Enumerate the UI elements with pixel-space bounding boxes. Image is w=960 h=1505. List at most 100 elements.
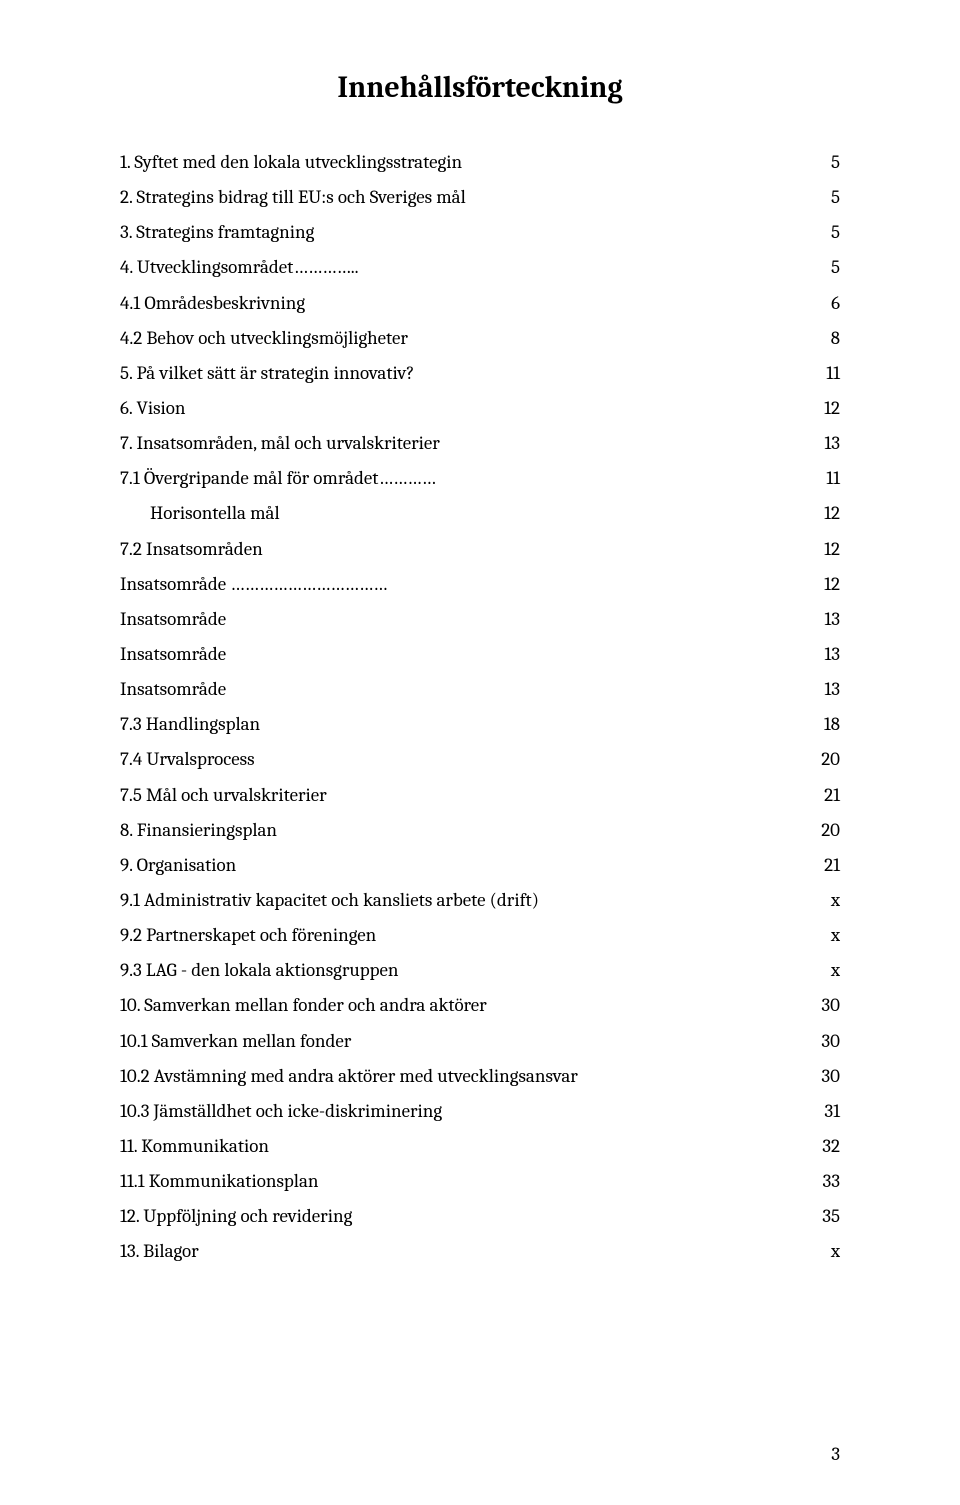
toc-entry: 11. Kommunikation 32	[120, 1129, 840, 1164]
toc-entry: 12. Uppföljning och revidering 35	[120, 1199, 840, 1234]
toc-entry: 4. Utvecklingsområdet………….. 5	[120, 250, 840, 285]
toc-entry-label: Insatsområde ……………………………	[120, 567, 387, 602]
toc-entry-label: 11. Kommunikation	[120, 1129, 269, 1164]
toc-entry-label: 1. Syftet med den lokala utvecklingsstra…	[120, 145, 462, 180]
toc-entry-label: 12. Uppföljning och revidering	[120, 1199, 352, 1234]
toc-entry: 9.1 Administrativ kapacitet och kansliet…	[120, 883, 840, 918]
toc-entry: 1. Syftet med den lokala utvecklingsstra…	[120, 145, 840, 180]
toc-entry: 9. Organisation 21	[120, 848, 840, 883]
toc-entry: 8. Finansieringsplan 20	[120, 813, 840, 848]
toc-entry-page: 5	[827, 145, 840, 180]
toc-entry: 5. På vilket sätt är strategin innovativ…	[120, 356, 840, 391]
toc-entry-page: 20	[817, 742, 840, 777]
toc-entry-page: 30	[817, 1024, 840, 1059]
toc-entry-page: 13	[820, 672, 840, 707]
toc-entry-label: Insatsområde	[120, 672, 226, 707]
toc-entry-page: 12	[820, 532, 840, 567]
toc-entry-page: 32	[818, 1129, 840, 1164]
toc-entry-label: 9.1 Administrativ kapacitet och kansliet…	[120, 883, 539, 918]
toc-entry: 7.5 Mål och urvalskriterier 21	[120, 778, 840, 813]
toc-entry: 3. Strategins framtagning 5	[120, 215, 840, 250]
toc-entry-label: 4.1 Områdesbeskrivning	[120, 286, 305, 321]
toc-entry-page: 13	[820, 602, 840, 637]
toc-entry-page: 21	[820, 778, 840, 813]
toc-entry-page: 33	[818, 1164, 840, 1199]
page-number: 3	[831, 1443, 840, 1465]
toc-entry-page: 12	[820, 496, 840, 531]
toc-entry-label: 4.2 Behov och utvecklingsmöjligheter	[120, 321, 408, 356]
toc-entry-label: 10.2 Avstämning med andra aktörer med ut…	[120, 1059, 578, 1094]
toc-entry-page: 20	[817, 813, 840, 848]
toc-entry-page: 11	[822, 461, 840, 496]
toc-entry-label: 4. Utvecklingsområdet…………..	[120, 250, 359, 285]
toc-entry-page: 11	[822, 356, 840, 391]
toc-entry-label: 9. Organisation	[120, 848, 236, 883]
toc-entry-page: 6	[827, 286, 840, 321]
toc-entry: 10.3 Jämställdhet och icke-diskriminerin…	[120, 1094, 840, 1129]
toc-entry: 9.2 Partnerskapet och föreningen x	[120, 918, 840, 953]
toc-entry: 9.3 LAG - den lokala aktionsgruppen x	[120, 953, 840, 988]
toc-entry-page: x	[827, 1234, 840, 1269]
toc-entry-page: 8	[827, 321, 840, 356]
toc-entry-label: 9.2 Partnerskapet och föreningen	[120, 918, 376, 953]
toc-entry: 10. Samverkan mellan fonder och andra ak…	[120, 988, 840, 1023]
toc-entry-label: 13. Bilagor	[120, 1234, 199, 1269]
toc-entry-label: Insatsområde	[120, 637, 226, 672]
toc-entry: 4.2 Behov och utvecklingsmöjligheter 8	[120, 321, 840, 356]
toc-entry-label: 10. Samverkan mellan fonder och andra ak…	[120, 988, 487, 1023]
page-title: Innehållsförteckning	[120, 70, 840, 105]
toc-entry-label: 9.3 LAG - den lokala aktionsgruppen	[120, 953, 399, 988]
toc-entry-page: 21	[820, 848, 840, 883]
toc-entry: Insatsområde …………………………… 12	[120, 567, 840, 602]
toc-entry: Insatsområde 13	[120, 672, 840, 707]
toc-entry-page: 5	[827, 215, 840, 250]
toc-entry-page: 30	[817, 988, 840, 1023]
toc-entry-label: 5. På vilket sätt är strategin innovativ…	[120, 356, 414, 391]
toc-entry-label: 7.3 Handlingsplan	[120, 707, 260, 742]
toc-entry: 7.4 Urvalsprocess 20	[120, 742, 840, 777]
toc-entry-page: x	[827, 883, 840, 918]
toc-entry-label: 3. Strategins framtagning	[120, 215, 314, 250]
toc-entry: Insatsområde 13	[120, 637, 840, 672]
toc-entry: 4.1 Områdesbeskrivning 6	[120, 286, 840, 321]
toc-entry-label: 7.2 Insatsområden	[120, 532, 263, 567]
toc-entry-label: 7.4 Urvalsprocess	[120, 742, 255, 777]
toc-entry: Insatsområde 13	[120, 602, 840, 637]
toc-entry: 10.1 Samverkan mellan fonder 30	[120, 1024, 840, 1059]
toc-entry: 7.3 Handlingsplan 18	[120, 707, 840, 742]
toc-entry-page: 5	[827, 180, 840, 215]
toc-entry: Horisontella mål 12	[120, 496, 840, 531]
toc-entry: 7. Insatsområden, mål och urvalskriterie…	[120, 426, 840, 461]
toc-entry-page: 12	[820, 567, 840, 602]
toc-entry-label: 11.1 Kommunikationsplan	[120, 1164, 318, 1199]
toc-entry-label: 2. Strategins bidrag till EU:s och Sveri…	[120, 180, 466, 215]
toc-entry: 11.1 Kommunikationsplan 33	[120, 1164, 840, 1199]
document-page: Innehållsförteckning 1. Syftet med den l…	[0, 0, 960, 1505]
toc-entry-page: 5	[827, 250, 840, 285]
toc-entry-page: 13	[820, 426, 840, 461]
toc-entry-label: Insatsområde	[120, 602, 226, 637]
toc-entry-page: 30	[817, 1059, 840, 1094]
toc-entry-label: 8. Finansieringsplan	[120, 813, 277, 848]
toc-entry: 2. Strategins bidrag till EU:s och Sveri…	[120, 180, 840, 215]
toc-entry-label: 10.3 Jämställdhet och icke-diskriminerin…	[120, 1094, 442, 1129]
toc-entry-label: 10.1 Samverkan mellan fonder	[120, 1024, 351, 1059]
toc-entry-page: 12	[820, 391, 840, 426]
toc-entry-page: 13	[820, 637, 840, 672]
toc-entry-page: 18	[820, 707, 840, 742]
toc-entry-label: 6. Vision	[120, 391, 186, 426]
toc-entry-label: Horisontella mål	[150, 496, 280, 531]
toc-entry: 7.1 Övergripande mål för området………… 11	[120, 461, 840, 496]
toc-entry: 6. Vision 12	[120, 391, 840, 426]
toc-entry-page: x	[827, 953, 840, 988]
toc-entry-page: 35	[818, 1199, 840, 1234]
toc-entry: 13. Bilagor x	[120, 1234, 840, 1269]
toc-entry-label: 7.5 Mål och urvalskriterier	[120, 778, 327, 813]
table-of-contents: 1. Syftet med den lokala utvecklingsstra…	[120, 145, 840, 1270]
toc-entry-label: 7.1 Övergripande mål för området…………	[120, 461, 436, 496]
toc-entry-label: 7. Insatsområden, mål och urvalskriterie…	[120, 426, 440, 461]
toc-entry: 10.2 Avstämning med andra aktörer med ut…	[120, 1059, 840, 1094]
toc-entry-page: 31	[820, 1094, 840, 1129]
toc-entry-page: x	[827, 918, 840, 953]
toc-entry: 7.2 Insatsområden 12	[120, 532, 840, 567]
